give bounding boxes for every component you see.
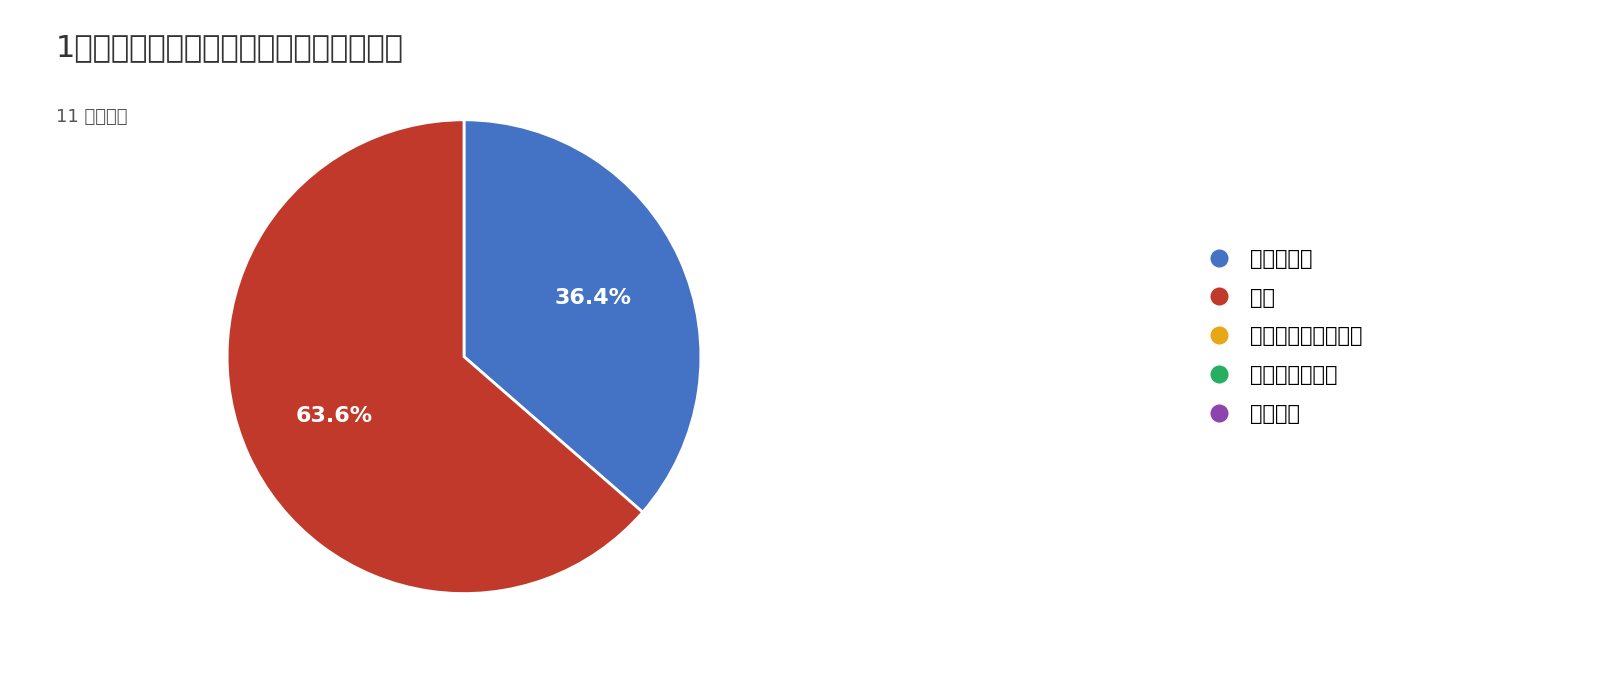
Legend: とてもよい, よい, どちらとも言えない, あまりよくない, よくない: とてもよい, よい, どちらとも言えない, あまりよくない, よくない — [1189, 241, 1371, 432]
Text: 1．　視覚障害者の就労事例紹介について: 1． 視覚障害者の就労事例紹介について — [56, 34, 403, 63]
Wedge shape — [464, 120, 701, 512]
Text: 36.4%: 36.4% — [555, 288, 632, 308]
Text: 11 件の回答: 11 件の回答 — [56, 108, 128, 126]
Text: 63.6%: 63.6% — [296, 406, 373, 425]
Wedge shape — [227, 120, 643, 594]
